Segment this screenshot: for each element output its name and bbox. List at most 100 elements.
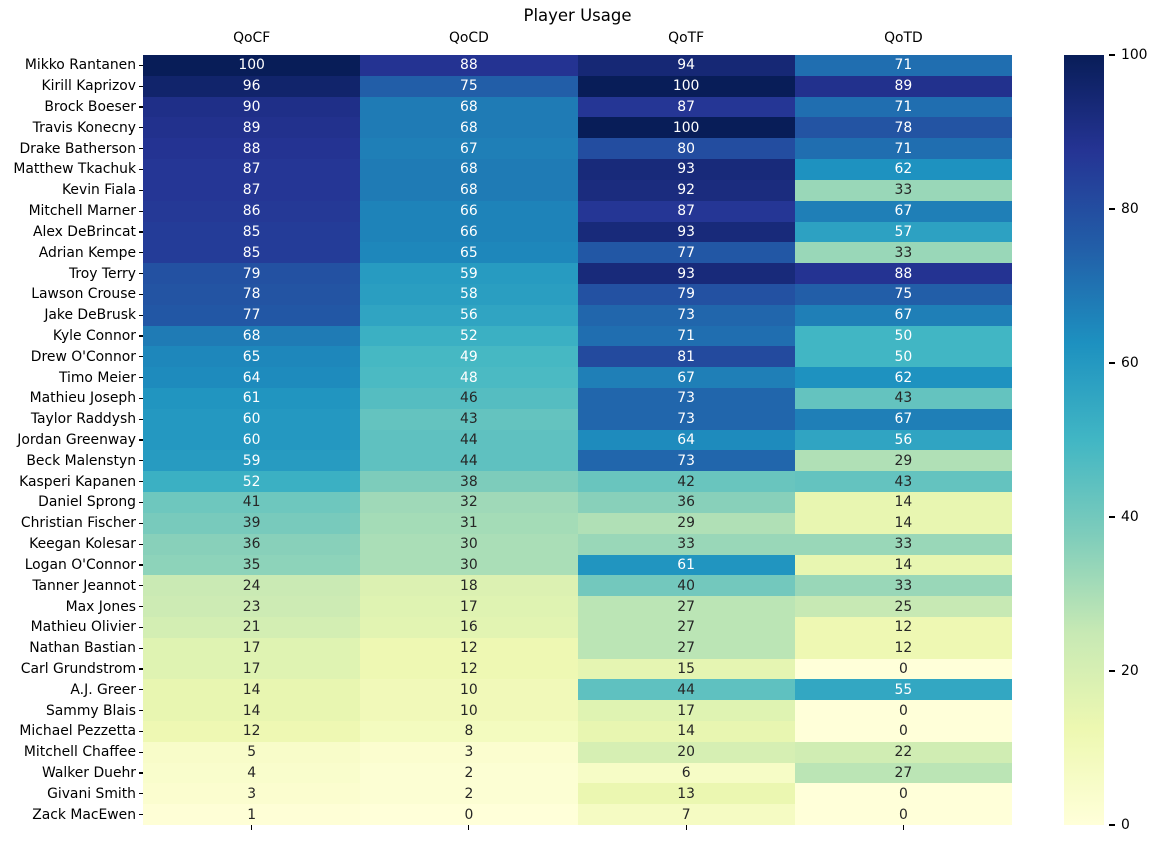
row-label-text: Beck Malenstyn [26,452,136,469]
heatmap-cell: 67 [794,200,1012,222]
heatmap-cell: 61 [577,554,795,576]
row-label-text: Troy Terry [68,265,136,282]
row-label: Zack MacEwen [0,804,143,825]
y-axis-tick [139,85,143,87]
heatmap-row: 85 66 93 57 [143,221,1012,243]
heatmap-row: 89 68 100 78 [143,117,1012,139]
row-label: Kirill Kaprizov [0,76,143,97]
row-label: Sammy Blais [0,700,143,721]
heatmap-cell: 100 [577,117,795,139]
heatmap-cell: 56 [360,304,578,326]
colorbar-tick-label: 100 [1121,47,1148,63]
row-label-text: Christian Fischer [20,515,136,532]
heatmap-row: 24 18 40 33 [143,575,1012,597]
heatmap-cell: 10 [360,700,578,721]
heatmap-cell: 14 [143,700,361,721]
heatmap-cell: 66 [360,200,578,222]
heatmap-row: 52 38 42 43 [143,471,1012,493]
heatmap-cell: 2 [360,783,578,805]
y-axis-tick [139,730,143,732]
heatmap-row: 87 68 92 33 [143,179,1012,201]
colorbar-tick-dash [1109,362,1115,364]
row-label-text: Taylor Raddysh [30,411,136,428]
row-label-text: Kirill Kaprizov [41,78,136,95]
heatmap-cell: 43 [360,408,578,430]
y-axis-tick [139,210,143,212]
heatmap-cell: 92 [577,179,795,201]
heatmap-cell: 50 [794,346,1012,368]
row-label-text: Drew O'Connor [30,348,136,365]
row-label-text: Mathieu Joseph [29,390,136,407]
chart-title: Player Usage [523,6,632,25]
heatmap-cell: 59 [360,263,578,284]
y-axis-tick [139,626,143,628]
row-label: Mathieu Joseph [0,388,143,409]
row-label: Tanner Jeannot [0,575,143,596]
heatmap-row: 4 2 6 27 [143,762,1012,784]
heatmap-cell: 27 [577,637,795,659]
row-label: Carl Grundstrom [0,659,143,680]
heatmap-cell: 8 [360,721,578,742]
row-label: Daniel Sprong [0,492,143,513]
heatmap-cell: 65 [360,242,578,264]
heatmap-cell: 67 [794,304,1012,326]
heatmap-row: 14 10 44 55 [143,679,1012,701]
y-axis-tick [139,793,143,795]
heatmap-cell: 64 [577,429,795,451]
row-label: Matthew Tkachuk [0,159,143,180]
heatmap-cell: 17 [143,637,361,659]
row-label: Jake DeBrusk [0,305,143,326]
heatmap-row: 59 44 73 29 [143,450,1012,472]
row-label: Michael Pezzetta [0,721,143,742]
heatmap-cell: 64 [143,367,361,388]
heatmap-cell: 3 [143,783,361,805]
heatmap-cell: 3 [360,741,578,763]
heatmap-cell: 46 [360,388,578,409]
column-header: QoCD [448,30,489,46]
row-label-text: Sammy Blais [45,702,136,719]
heatmap-cell: 68 [360,117,578,139]
heatmap-cell: 87 [143,159,361,180]
heatmap-cell: 73 [577,388,795,409]
heatmap-cell: 20 [577,741,795,763]
row-label-text: Jake DeBrusk [44,307,136,324]
heatmap-cell: 62 [794,159,1012,180]
heatmap-cell: 77 [577,242,795,264]
y-axis-tick [139,293,143,295]
heatmap-cell: 87 [577,96,795,118]
row-label: Troy Terry [0,263,143,284]
heatmap-cell: 61 [143,388,361,409]
heatmap-cell: 94 [577,55,795,76]
colorbar-tick-dash [1109,54,1115,56]
heatmap-cell: 14 [794,492,1012,513]
row-label: Mikko Rantanen [0,55,143,76]
row-label: Givani Smith [0,783,143,804]
row-label: Kyle Connor [0,326,143,347]
y-axis-tick [139,356,143,358]
row-label-text: Jordan Greenway [17,432,136,449]
y-axis-tick [139,335,143,337]
heatmap-cell: 75 [794,283,1012,305]
heatmap-cell: 0 [794,804,1012,826]
heatmap-cell: 18 [360,575,578,597]
row-label: Jordan Greenway [0,430,143,451]
heatmap-cell: 10 [360,679,578,701]
heatmap-cell: 23 [143,596,361,617]
y-axis-tick [139,814,143,816]
row-label: Logan O'Connor [0,555,143,576]
y-axis-tick [139,668,143,670]
heatmap-row: 17 12 15 0 [143,658,1012,680]
y-axis-tick [139,418,143,420]
heatmap-cell: 60 [143,408,361,430]
heatmap-cell: 93 [577,221,795,243]
heatmap-cell: 88 [360,55,578,76]
row-label-text: Lawson Crouse [31,286,136,303]
heatmap-cell: 14 [143,679,361,701]
y-axis-tick [139,564,143,566]
row-label-text: Drake Batherson [19,140,136,157]
y-axis-tick [139,460,143,462]
row-label: A.J. Greer [0,679,143,700]
row-label-text: Tanner Jeannot [32,577,136,594]
heatmap-cell: 59 [143,450,361,472]
